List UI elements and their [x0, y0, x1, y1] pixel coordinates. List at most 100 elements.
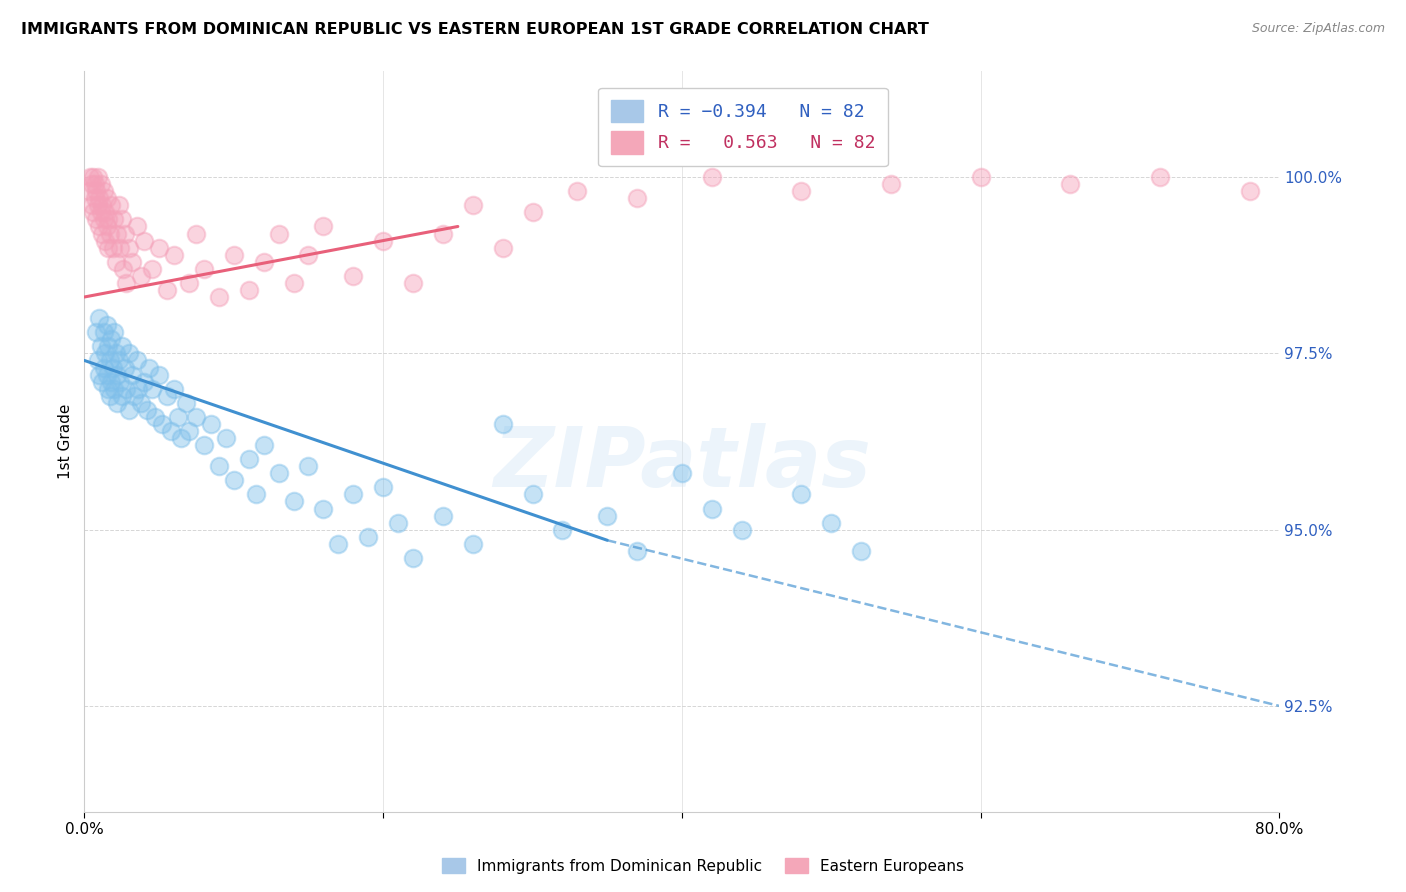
Point	[387, 516, 409, 530]
Point	[112, 261, 135, 276]
Point	[402, 276, 425, 290]
Point	[89, 368, 111, 382]
Point	[96, 219, 118, 234]
Point	[118, 346, 141, 360]
Point	[373, 480, 395, 494]
Point	[186, 227, 208, 241]
Point	[114, 227, 136, 241]
Point	[115, 276, 138, 290]
Point	[82, 170, 104, 185]
Point	[245, 487, 267, 501]
Point	[238, 452, 260, 467]
Point	[880, 177, 903, 191]
Point	[118, 402, 141, 417]
Point	[208, 459, 231, 474]
Point	[80, 198, 103, 212]
Point	[461, 537, 484, 551]
Point	[253, 254, 276, 268]
Point	[1059, 177, 1081, 191]
Point	[90, 177, 112, 191]
Point	[83, 191, 105, 205]
Point	[141, 382, 163, 396]
Point	[790, 184, 813, 198]
Point	[208, 290, 231, 304]
Point	[731, 523, 754, 537]
Point	[91, 198, 114, 212]
Point	[283, 494, 305, 508]
Point	[174, 396, 197, 410]
Point	[148, 368, 170, 382]
Point	[141, 261, 163, 276]
Point	[86, 325, 108, 339]
Point	[91, 227, 114, 241]
Point	[86, 184, 108, 198]
Point	[522, 205, 544, 219]
Point	[93, 360, 115, 375]
Point	[98, 227, 121, 241]
Point	[79, 170, 101, 185]
Point	[107, 353, 129, 368]
Text: IMMIGRANTS FROM DOMINICAN REPUBLIC VS EASTERN EUROPEAN 1ST GRADE CORRELATION CHA: IMMIGRANTS FROM DOMINICAN REPUBLIC VS EA…	[21, 22, 929, 37]
Point	[283, 276, 305, 290]
Point	[193, 438, 215, 452]
Point	[87, 170, 110, 185]
Point	[186, 409, 208, 424]
Point	[129, 396, 152, 410]
Point	[125, 353, 148, 368]
Point	[96, 368, 118, 382]
Point	[104, 346, 127, 360]
Point	[312, 219, 335, 234]
Point	[94, 346, 117, 360]
Point	[87, 198, 110, 212]
Point	[132, 375, 156, 389]
Point	[790, 487, 813, 501]
Point	[671, 467, 693, 481]
Point	[105, 227, 128, 241]
Point	[136, 402, 159, 417]
Text: ZIPatlas: ZIPatlas	[494, 423, 870, 504]
Point	[100, 375, 122, 389]
Point	[215, 431, 238, 445]
Point	[342, 268, 364, 283]
Point	[432, 227, 454, 241]
Point	[111, 212, 134, 227]
Point	[163, 248, 186, 262]
Point	[373, 234, 395, 248]
Point	[100, 332, 122, 346]
Point	[238, 283, 260, 297]
Point	[193, 261, 215, 276]
Point	[98, 389, 121, 403]
Point	[357, 530, 380, 544]
Point	[93, 212, 115, 227]
Point	[138, 360, 160, 375]
Point	[312, 501, 335, 516]
Point	[98, 353, 121, 368]
Point	[626, 544, 648, 558]
Point	[851, 544, 873, 558]
Point	[105, 396, 128, 410]
Point	[101, 241, 124, 255]
Point	[83, 177, 105, 191]
Point	[89, 311, 111, 326]
Point	[100, 198, 122, 212]
Text: Source: ZipAtlas.com: Source: ZipAtlas.com	[1251, 22, 1385, 36]
Point	[1239, 184, 1261, 198]
Point	[110, 241, 132, 255]
Point	[596, 508, 619, 523]
Point	[89, 191, 111, 205]
Point	[77, 184, 100, 198]
Point	[177, 424, 200, 438]
Point	[432, 508, 454, 523]
Point	[80, 177, 103, 191]
Point	[253, 438, 276, 452]
Point	[111, 339, 134, 353]
Point	[105, 368, 128, 382]
Point	[90, 339, 112, 353]
Point	[110, 375, 132, 389]
Point	[87, 353, 110, 368]
Point	[127, 382, 149, 396]
Point	[91, 375, 114, 389]
Point	[700, 170, 723, 185]
Point	[104, 254, 127, 268]
Point	[103, 325, 125, 339]
